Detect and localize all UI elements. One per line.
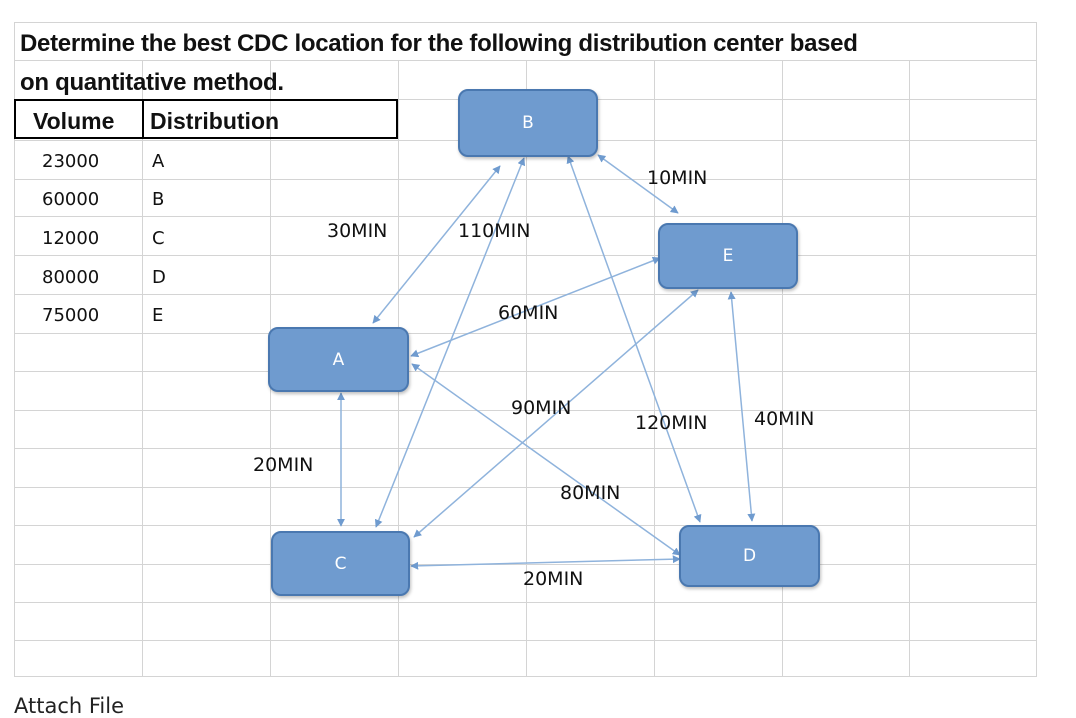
table-header-divider (142, 99, 144, 139)
question-line-2: on quantitative method. (20, 69, 284, 96)
edge-label-b-d: 120MIN (635, 412, 708, 434)
volume-cell: 60000 (42, 189, 100, 210)
header-distribution: Distribution (150, 108, 280, 134)
edge-label-e-d: 40MIN (754, 408, 815, 430)
edge-label-e-a: 60MIN (498, 302, 559, 324)
edge-b-a (372, 165, 501, 324)
attach-file-link[interactable]: Attach File (14, 694, 125, 718)
table-header (14, 99, 398, 139)
distribution-cell: D (152, 267, 166, 288)
node-b: B (458, 89, 598, 157)
distribution-cell: A (152, 151, 165, 172)
edge-c-d (410, 555, 681, 570)
node-c: C (271, 531, 410, 596)
edge-label-c-d: 20MIN (523, 568, 584, 590)
distribution-cell: C (152, 228, 165, 249)
edge-label-a-d: 80MIN (560, 482, 621, 504)
node-d: D (679, 525, 820, 587)
node-a: A (268, 327, 409, 392)
edge-label-b-a: 30MIN (327, 220, 388, 242)
edge-a-d (411, 363, 681, 556)
edge-label-b-e: 10MIN (647, 167, 708, 189)
edge-label-a-c: 20MIN (253, 454, 314, 476)
volume-cell: 80000 (42, 267, 100, 288)
distribution-cell: E (152, 305, 164, 326)
volume-cell: 12000 (42, 228, 100, 249)
header-volume: Volume (33, 108, 115, 134)
volume-cell: 75000 (42, 305, 100, 326)
edge-e-d (727, 291, 756, 522)
distribution-cell: B (152, 189, 165, 210)
edge-b-d (566, 155, 702, 523)
volume-cell: 23000 (42, 151, 100, 172)
question-line-1: Determine the best CDC location for the … (20, 30, 858, 57)
edge-label-e-c: 90MIN (511, 397, 572, 419)
edge-label-b-c: 110MIN (458, 220, 531, 242)
node-e: E (658, 223, 798, 289)
